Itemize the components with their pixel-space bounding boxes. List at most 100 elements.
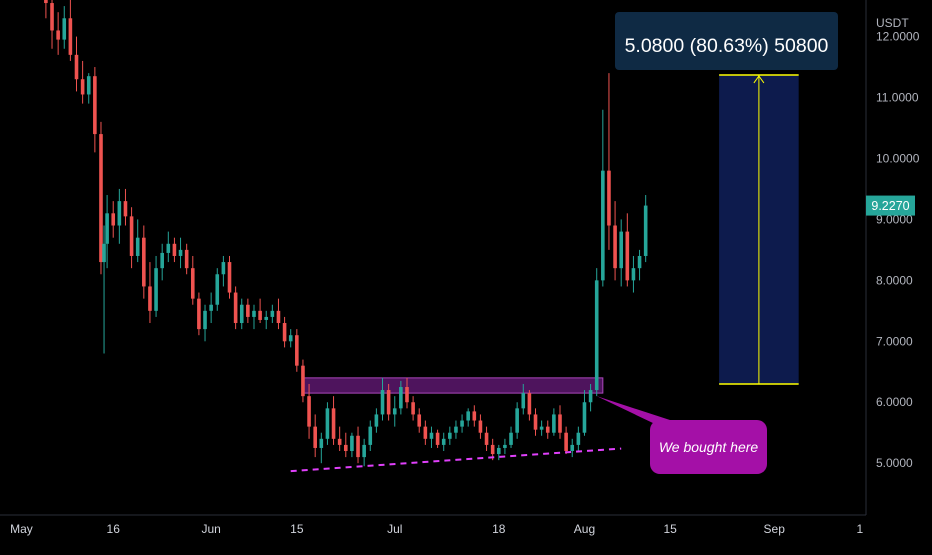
- candle-body: [129, 216, 134, 256]
- candle: [454, 420, 458, 439]
- candle-body: [472, 411, 477, 421]
- candle-body: [105, 213, 109, 244]
- candle-body: [93, 76, 97, 135]
- candle: [154, 255, 158, 317]
- candle: [325, 402, 330, 445]
- candle-body: [102, 243, 106, 263]
- candle: [435, 429, 440, 448]
- candle-body: [160, 252, 164, 269]
- candle: [607, 73, 611, 250]
- candle: [411, 396, 415, 421]
- candle-body: [570, 444, 575, 452]
- candle-body: [466, 411, 470, 421]
- range-stats-background: [615, 12, 838, 70]
- candle: [533, 408, 538, 436]
- candle: [264, 310, 269, 330]
- candle-body: [521, 393, 526, 409]
- measure-range-layer: [719, 74, 799, 385]
- candle-body: [86, 76, 91, 95]
- candle-body: [111, 213, 116, 226]
- candle: [74, 36, 79, 92]
- candle: [270, 304, 275, 324]
- candle: [102, 225, 106, 354]
- candle-body: [117, 201, 122, 226]
- candle-body: [44, 0, 48, 4]
- x-tick-label: 16: [107, 522, 121, 536]
- candle: [56, 12, 60, 55]
- candle-body: [288, 335, 293, 342]
- candle: [472, 405, 477, 427]
- price-axis[interactable]: USDT 12.0000 11.0000 10.0000 9.0000 8.0000 7.…: [865, 0, 920, 515]
- candle-body: [184, 249, 189, 269]
- candle-body: [362, 444, 366, 458]
- candle-body: [527, 393, 532, 415]
- candle-body: [496, 447, 501, 455]
- candle: [429, 426, 434, 448]
- candle: [276, 298, 281, 330]
- candle: [160, 243, 164, 281]
- candle-body: [607, 170, 611, 226]
- y-tick-label: 8.0000: [876, 273, 913, 287]
- candle: [509, 426, 513, 448]
- candle-body: [99, 134, 103, 263]
- candle-body: [423, 426, 428, 439]
- y-tick-label: 11.0000: [876, 91, 919, 105]
- candle-body: [80, 79, 85, 95]
- candle: [190, 255, 195, 305]
- candle: [172, 237, 177, 263]
- candle-body: [142, 237, 146, 287]
- candle: [619, 219, 623, 287]
- candle-body: [545, 426, 550, 433]
- candle: [44, 0, 48, 19]
- candle-body: [576, 432, 581, 445]
- y-tick-label: 9.0000: [876, 212, 913, 226]
- candle: [142, 225, 146, 299]
- candle-body: [135, 237, 140, 256]
- candle-body: [319, 438, 324, 448]
- candle-body: [478, 420, 483, 433]
- candle: [148, 262, 152, 324]
- candle-body: [515, 408, 519, 433]
- time-axis[interactable]: May 16 Jun 15 Jul 18 Aug 15 Sep 1: [0, 514, 866, 536]
- candle: [613, 201, 617, 281]
- candle-body: [460, 420, 464, 427]
- candle-body: [331, 408, 336, 439]
- breakout-zone: [302, 377, 604, 394]
- candle: [386, 383, 391, 421]
- candle-body: [637, 255, 642, 269]
- candle: [576, 426, 581, 452]
- candle: [625, 213, 630, 287]
- candle: [356, 426, 360, 464]
- candle: [545, 420, 550, 439]
- candle-body: [601, 170, 605, 281]
- candle-body: [594, 280, 599, 391]
- candle-body: [50, 3, 54, 31]
- candle-body: [166, 243, 171, 253]
- candle-body: [197, 298, 201, 330]
- candle-body: [490, 444, 495, 455]
- candle-body: [392, 408, 397, 415]
- candle: [252, 304, 256, 330]
- candle-body: [411, 402, 415, 415]
- range-stats-box[interactable]: 5.0800 (80.63%) 50800: [615, 12, 838, 70]
- candle: [399, 380, 403, 415]
- candle: [313, 414, 317, 458]
- x-tick-label: Jun: [201, 522, 220, 536]
- callout-pointer: [596, 396, 673, 424]
- x-tick-label: 18: [492, 522, 506, 536]
- candle: [123, 188, 128, 226]
- candle: [478, 414, 483, 439]
- candle-body: [454, 426, 458, 433]
- candle: [374, 408, 379, 433]
- candle-body: [123, 201, 128, 217]
- candle: [282, 316, 287, 348]
- candle: [460, 414, 464, 433]
- x-tick-label: May: [10, 522, 33, 536]
- callout-bubble[interactable]: We bought here: [596, 396, 767, 474]
- candle-body: [295, 335, 299, 366]
- candle-body: [435, 432, 440, 445]
- candle-body: [282, 323, 287, 342]
- breakout-zone-layer: [302, 377, 604, 394]
